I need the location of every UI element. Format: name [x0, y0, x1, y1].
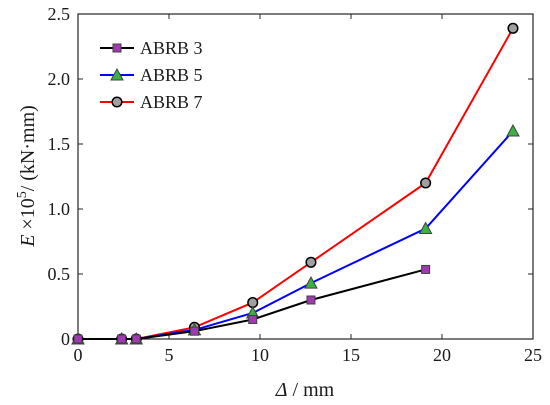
data-point-abrb-3	[117, 334, 127, 344]
legend-label: ABRB 7	[140, 92, 203, 112]
data-point-abrb-5	[418, 221, 433, 234]
x-axis-label-symbol: Δ	[275, 379, 288, 401]
legend-marker	[110, 67, 124, 81]
y-tick-label: 1.0	[48, 199, 71, 219]
legend-marker	[112, 43, 122, 53]
data-point-abrb-5	[304, 276, 318, 289]
data-point-abrb-5	[506, 123, 520, 137]
legend-item-abrb-3: ABRB 3	[100, 38, 203, 58]
ticks: 0 5 10 15 20 25 0 0.5 1.0 1.5 2.0 2.5	[48, 4, 543, 365]
data-point-abrb-3	[131, 334, 141, 344]
data-point-abrb-3	[306, 295, 316, 305]
legend-label: ABRB 3	[140, 38, 203, 58]
y-axis-label-symbol: E	[17, 235, 39, 248]
y-tick-label: 0	[61, 329, 70, 349]
data-point-abrb-7	[420, 177, 432, 189]
x-tick-label: 15	[342, 345, 360, 365]
y-tick-label: 2.5	[48, 4, 71, 24]
x-tick-label: 5	[165, 345, 174, 365]
series-abrb-3	[73, 264, 431, 344]
y-axis-label-unit: / (kN·mm)	[17, 105, 39, 191]
legend: ABRB 3 ABRB 5 ABRB 7	[100, 38, 203, 112]
data-point-abrb-3	[189, 326, 199, 336]
y-tick-label: 2.0	[48, 69, 71, 89]
x-tick-label: 25	[524, 345, 542, 365]
y-axis-label-factor: ×10	[17, 198, 39, 234]
series-lines	[71, 22, 520, 345]
x-axis-label: Δ / mm	[275, 379, 335, 401]
y-tick-label: 0.5	[48, 264, 71, 284]
legend-label: ABRB 5	[140, 65, 203, 85]
data-point-abrb-3	[248, 315, 258, 324]
y-axis-label: E ×105/ (kN·mm)	[15, 105, 39, 248]
legend-marker	[111, 96, 123, 108]
data-point-abrb-7	[305, 256, 317, 268]
x-tick-label: 10	[251, 345, 269, 365]
data-point-abrb-3	[421, 264, 431, 274]
data-point-abrb-7	[507, 22, 519, 34]
data-point-abrb-3	[73, 334, 83, 344]
x-axis-label-unit: / mm	[288, 379, 335, 401]
x-tick-label: 20	[433, 345, 451, 365]
legend-item-abrb-5: ABRB 5	[100, 65, 203, 85]
x-tick-label: 0	[74, 345, 83, 365]
y-axis-label-exponent: 5	[15, 191, 30, 198]
legend-item-abrb-7: ABRB 7	[100, 92, 203, 112]
y-tick-label: 1.5	[48, 134, 71, 154]
